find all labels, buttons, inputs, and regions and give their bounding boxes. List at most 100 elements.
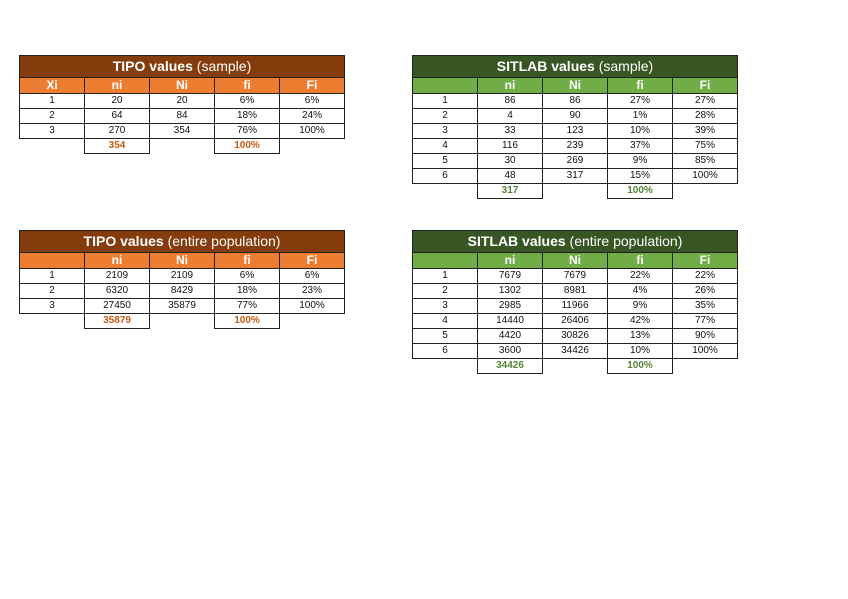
table-cell: 3: [19, 123, 85, 139]
header-row: Xi ni Ni fi Fi: [19, 77, 345, 94]
table-row: 2 64 84 18% 24%: [19, 108, 345, 124]
data-table: SITLAB values (entire population) ni Ni fi F…: [412, 230, 738, 374]
table-row: 2 6320 8429 18% 23%: [19, 283, 345, 299]
table-row: 5 30 269 9% 85%: [412, 153, 738, 169]
table-cell: 10%: [607, 123, 673, 139]
column-header: Fi: [279, 252, 345, 269]
column-header: ni: [84, 252, 150, 269]
column-header: ni: [84, 77, 150, 94]
empty-cell: [673, 184, 738, 199]
table-cell: 48: [477, 168, 543, 184]
table-cell: 317: [542, 168, 608, 184]
column-header: Ni: [149, 77, 215, 94]
table-cell: 13%: [607, 328, 673, 344]
column-header: [19, 252, 85, 269]
total-ni: 317: [477, 183, 543, 199]
table-cell: 86: [542, 93, 608, 109]
column-header: Fi: [672, 252, 738, 269]
table-cell: 26%: [672, 283, 738, 299]
column-header: fi: [607, 77, 673, 94]
column-header: ni: [477, 77, 543, 94]
empty-cell: [20, 139, 85, 154]
sitlab-population-table: SITLAB values (entire population) ni Ni fi F…: [412, 230, 738, 374]
table-cell: 15%: [607, 168, 673, 184]
table-cell: 90: [542, 108, 608, 124]
tipo-population-table: TIPO values (entire population) ni Ni fi Fi 1…: [19, 230, 345, 329]
table-row: 3 27450 35879 77% 100%: [19, 298, 345, 314]
column-header: fi: [214, 252, 280, 269]
table-cell: 3: [412, 123, 478, 139]
column-header: [412, 77, 478, 94]
table-cell: 270: [84, 123, 150, 139]
table-cell: 5: [412, 328, 478, 344]
table-cell: 37%: [607, 138, 673, 154]
table-cell: 2: [19, 108, 85, 124]
table-cell: 2: [19, 283, 85, 299]
table-cell: 2: [412, 108, 478, 124]
table-cell: 27%: [607, 93, 673, 109]
table-cell: 6320: [84, 283, 150, 299]
empty-cell: [20, 314, 85, 329]
table-cell: 8981: [542, 283, 608, 299]
table-cell: 1: [19, 268, 85, 284]
table-cell: 2: [412, 283, 478, 299]
total-fi: 100%: [607, 183, 673, 199]
table-cell: 28%: [672, 108, 738, 124]
table-cell: 6: [412, 343, 478, 359]
table-cell: 1: [19, 93, 85, 109]
table-cell: 4%: [607, 283, 673, 299]
column-header: Fi: [672, 77, 738, 94]
table-cell: 18%: [214, 283, 280, 299]
table-cell: 4: [412, 313, 478, 329]
table-cell: 27%: [672, 93, 738, 109]
empty-cell: [413, 184, 478, 199]
column-header: fi: [214, 77, 280, 94]
table-row: 3 2985 11966 9% 35%: [412, 298, 738, 314]
total-row: 317 100%: [413, 183, 738, 199]
tipo-sample-table: TIPO values (sample) Xi ni Ni fi Fi 1 20 20 6% 6% 2…: [19, 55, 345, 154]
table-title: SITLAB values (sample): [412, 55, 738, 78]
table-row: 2 1302 8981 4% 26%: [412, 283, 738, 299]
table-cell: 34426: [542, 343, 608, 359]
table-cell: 100%: [279, 123, 345, 139]
column-header: Ni: [542, 77, 608, 94]
column-header: [412, 252, 478, 269]
table-cell: 1: [412, 93, 478, 109]
table-title: TIPO values (entire population): [19, 230, 345, 253]
table-cell: 26406: [542, 313, 608, 329]
column-header: Xi: [19, 77, 85, 94]
table-title-main: SITLAB values: [467, 233, 566, 249]
table-cell: 5: [412, 153, 478, 169]
table-row: 6 48 317 15% 100%: [412, 168, 738, 184]
data-table: SITLAB values (sample) ni Ni fi Fi 1 86 86 27% 27…: [412, 55, 738, 199]
table-cell: 239: [542, 138, 608, 154]
table-cell: 85%: [672, 153, 738, 169]
empty-cell: [150, 139, 215, 154]
sitlab-sample-table: SITLAB values (sample) ni Ni fi Fi 1 86 86 27% 27…: [412, 55, 738, 199]
table-cell: 76%: [214, 123, 280, 139]
column-header: fi: [607, 252, 673, 269]
table-cell: 20: [149, 93, 215, 109]
total-row: 35879 100%: [20, 313, 345, 329]
table-cell: 3: [412, 298, 478, 314]
table-cell: 3600: [477, 343, 543, 359]
table-title-sub: (sample): [594, 58, 654, 74]
table-title: SITLAB values (entire population): [412, 230, 738, 253]
data-table: TIPO values (sample) Xi ni Ni fi Fi 1 20 20 6% 6% 2…: [19, 55, 345, 154]
table-cell: 9%: [607, 153, 673, 169]
table-cell: 39%: [672, 123, 738, 139]
total-ni: 35879: [84, 313, 150, 329]
total-row: 354 100%: [20, 138, 345, 154]
total-ni: 354: [84, 138, 150, 154]
table-cell: 6%: [214, 268, 280, 284]
table-row: 1 20 20 6% 6%: [19, 93, 345, 109]
table-title-main: SITLAB values: [496, 58, 595, 74]
total-fi: 100%: [214, 138, 280, 154]
table-cell: 4: [477, 108, 543, 124]
table-row: 2 4 90 1% 28%: [412, 108, 738, 124]
table-row: 1 86 86 27% 27%: [412, 93, 738, 109]
empty-cell: [413, 359, 478, 374]
table-cell: 100%: [672, 343, 738, 359]
table-cell: 23%: [279, 283, 345, 299]
table-cell: 30: [477, 153, 543, 169]
